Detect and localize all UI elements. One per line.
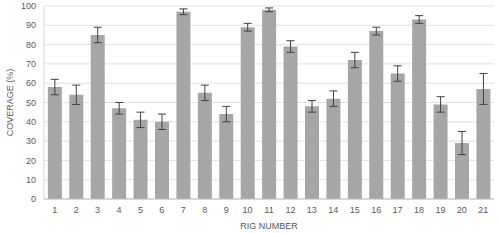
svg-text:13: 13 bbox=[307, 205, 317, 215]
svg-text:15: 15 bbox=[350, 205, 360, 215]
svg-text:20: 20 bbox=[26, 156, 36, 166]
svg-text:18: 18 bbox=[414, 205, 424, 215]
svg-text:0: 0 bbox=[31, 194, 36, 204]
svg-text:1: 1 bbox=[52, 205, 57, 215]
svg-text:20: 20 bbox=[457, 205, 467, 215]
svg-text:100: 100 bbox=[21, 1, 36, 11]
svg-text:21: 21 bbox=[478, 205, 488, 215]
svg-text:10: 10 bbox=[243, 205, 253, 215]
svg-text:40: 40 bbox=[26, 117, 36, 127]
svg-text:17: 17 bbox=[393, 205, 403, 215]
svg-text:10: 10 bbox=[26, 175, 36, 185]
svg-text:8: 8 bbox=[202, 205, 207, 215]
svg-text:14: 14 bbox=[328, 205, 338, 215]
svg-text:COVERAGE (%): COVERAGE (%) bbox=[8, 69, 15, 137]
svg-text:RIG NUMBER: RIG NUMBER bbox=[240, 221, 298, 231]
svg-text:5: 5 bbox=[138, 205, 143, 215]
svg-text:4: 4 bbox=[116, 205, 121, 215]
svg-text:90: 90 bbox=[26, 20, 36, 30]
svg-text:6: 6 bbox=[159, 205, 164, 215]
svg-text:16: 16 bbox=[371, 205, 381, 215]
svg-text:70: 70 bbox=[26, 59, 36, 69]
svg-text:11: 11 bbox=[264, 205, 273, 215]
svg-text:19: 19 bbox=[435, 205, 445, 215]
svg-text:12: 12 bbox=[285, 205, 295, 215]
svg-text:9: 9 bbox=[224, 205, 229, 215]
svg-text:30: 30 bbox=[26, 136, 36, 146]
svg-text:60: 60 bbox=[26, 78, 36, 88]
svg-text:80: 80 bbox=[26, 40, 36, 50]
svg-text:2: 2 bbox=[74, 205, 79, 215]
svg-text:3: 3 bbox=[95, 205, 100, 215]
svg-text:50: 50 bbox=[26, 98, 36, 108]
svg-text:7: 7 bbox=[181, 205, 186, 215]
